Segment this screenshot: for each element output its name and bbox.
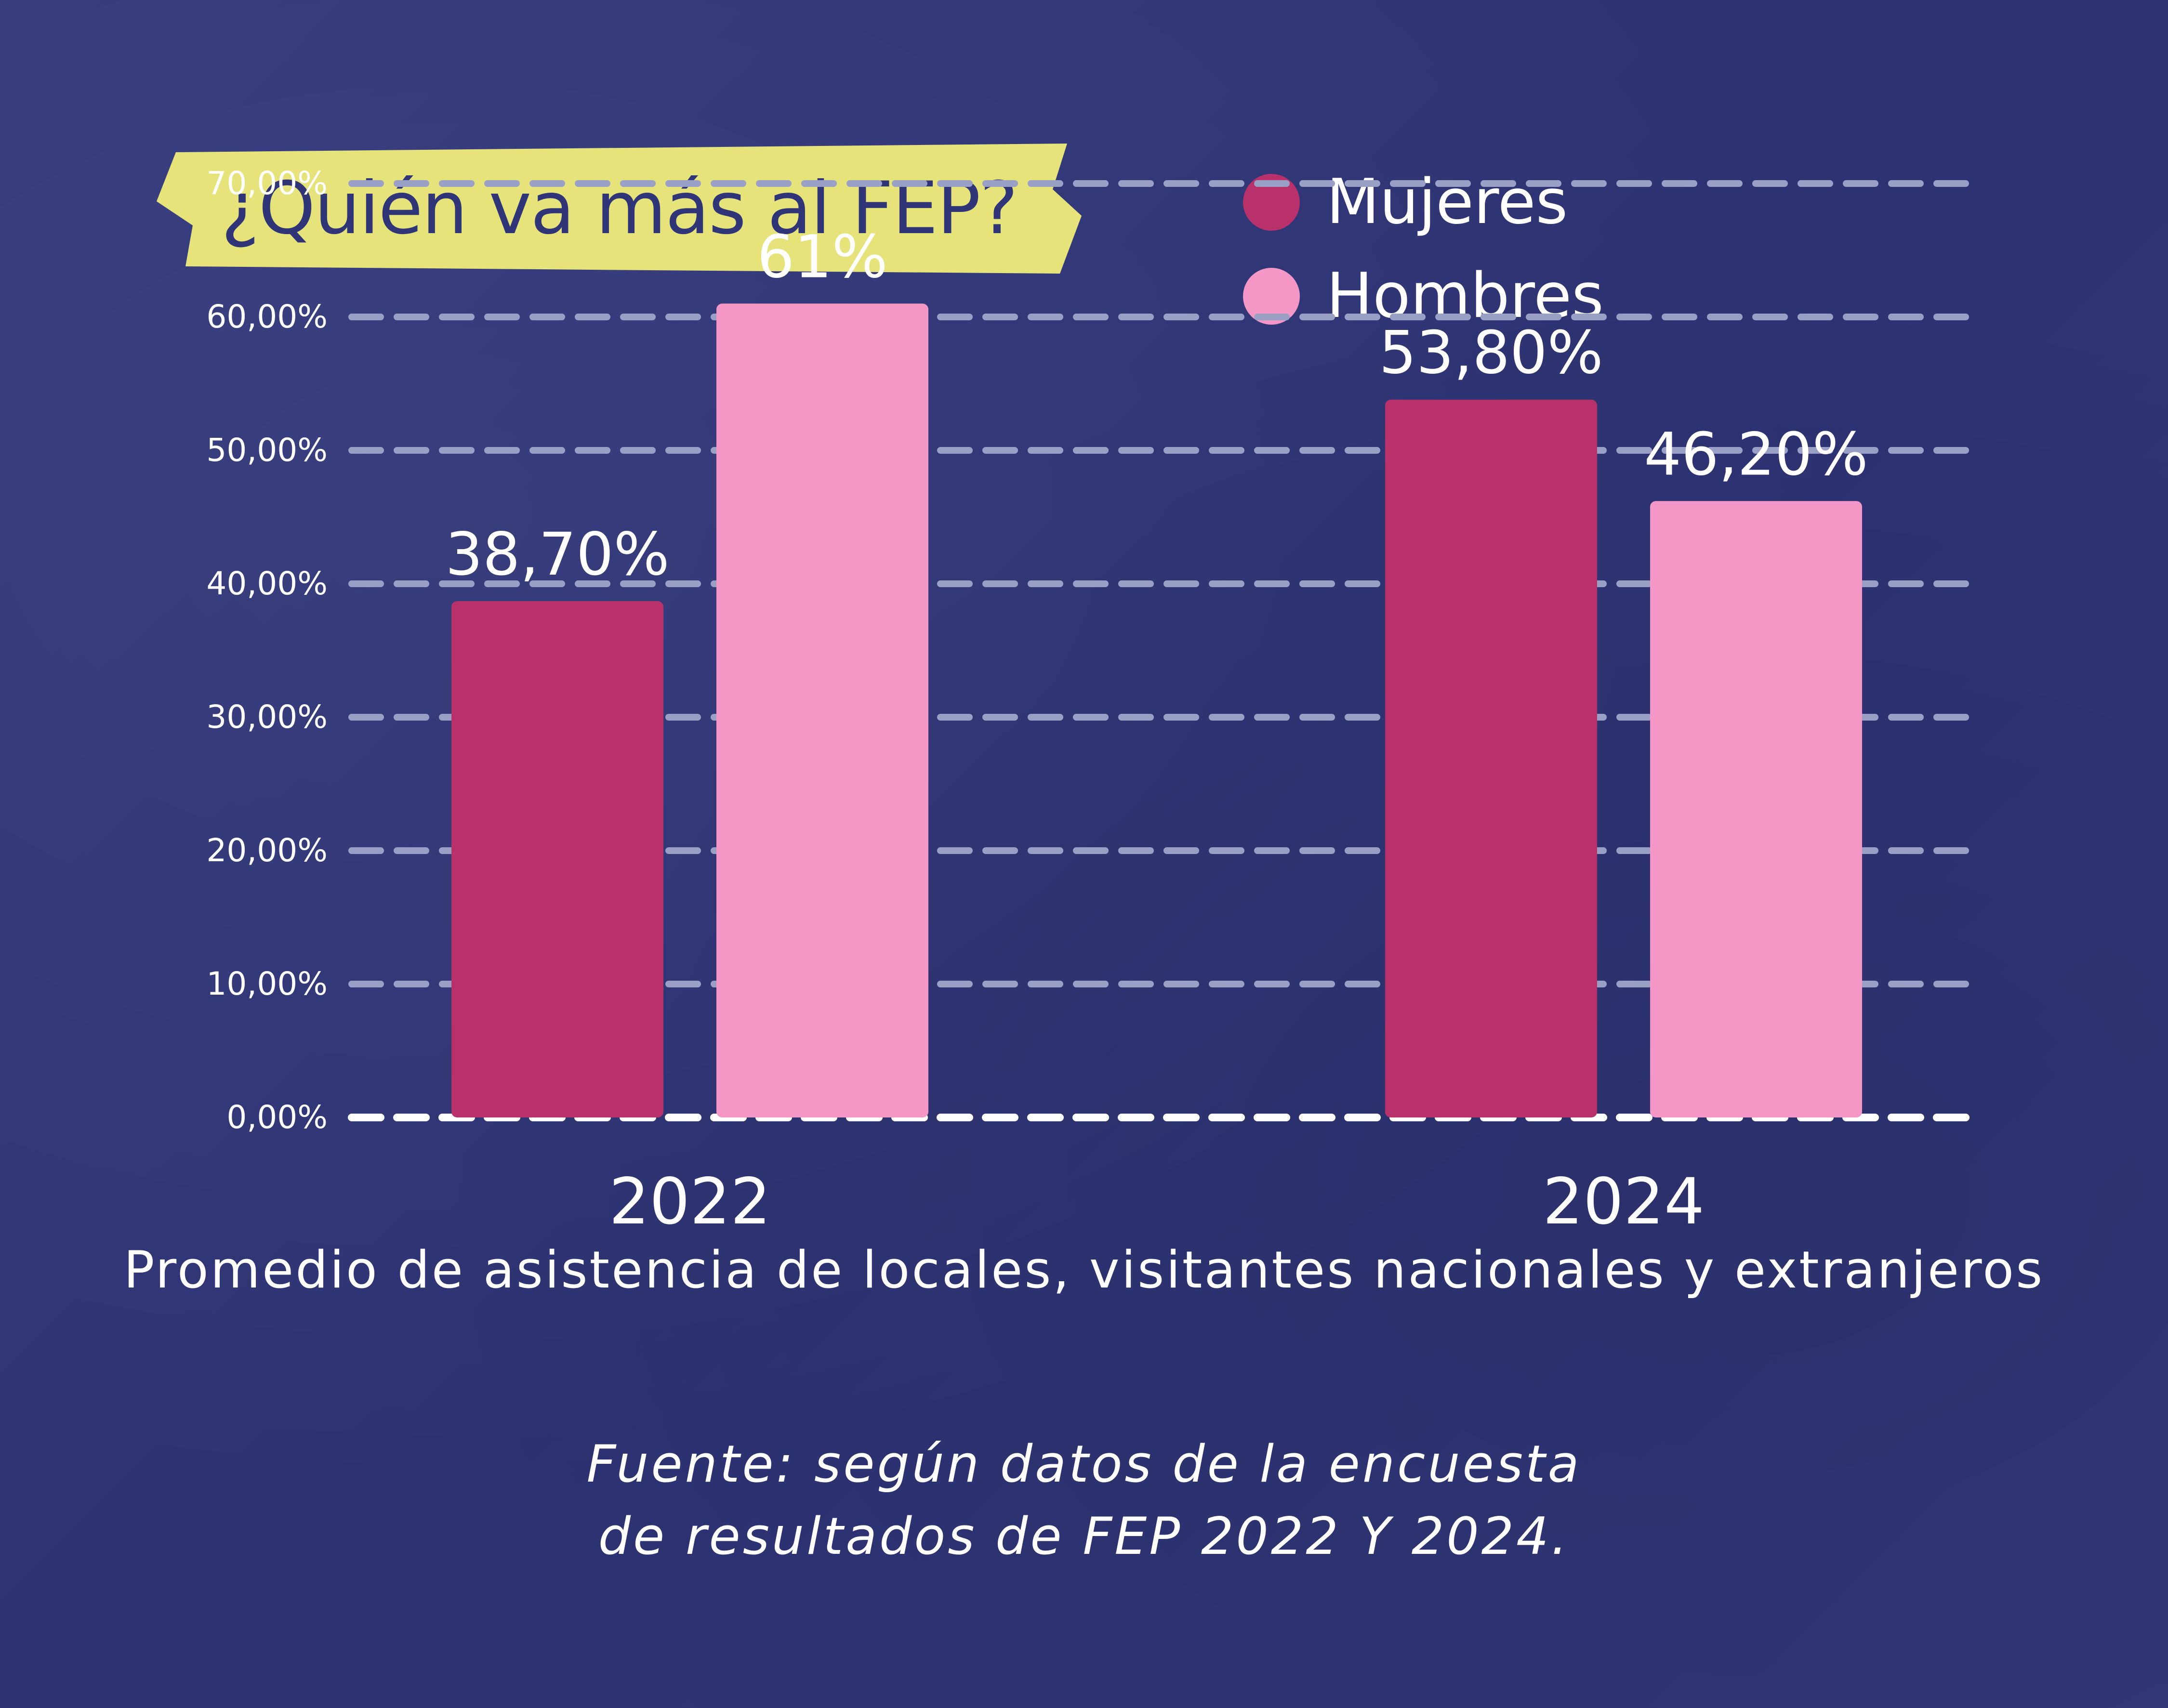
y-tick-label: 60,00% [206, 298, 328, 335]
y-tick-label: 30,00% [206, 698, 328, 736]
y-tick-label: 40,00% [206, 565, 328, 602]
bar-hombres-2022 [716, 303, 928, 1117]
y-tick-label: 50,00% [206, 432, 328, 469]
y-tick-label: 10,00% [206, 965, 328, 1002]
x-tick-label: 2022 [609, 1165, 771, 1239]
x-tick-label: 2024 [1543, 1165, 1705, 1239]
data-label: 46,20% [1644, 420, 1868, 488]
bar-hombres-2024 [1650, 501, 1862, 1117]
source-line-1: Fuente: según datos de la encuesta [586, 1434, 1582, 1494]
data-label: 53,80% [1379, 319, 1603, 387]
bar-mujeres-2024 [1385, 399, 1597, 1117]
x-axis-label: Promedio de asistencia de locales, visit… [123, 1240, 2045, 1300]
data-label: 61% [757, 223, 887, 291]
chart-title-banner: ¿Quién va más al FEP? [157, 144, 1082, 274]
y-tick-label: 0,00% [226, 1099, 328, 1136]
legend-label-mujeres: Mujeres [1326, 166, 1568, 238]
data-label: 38,70% [445, 520, 669, 589]
y-tick-label: 20,00% [206, 832, 328, 869]
source-line-2: de resultados de FEP 2022 Y 2024. [598, 1507, 1570, 1566]
title-banner-shape [157, 144, 1082, 274]
bar-mujeres-2022 [451, 601, 663, 1117]
y-tick-label: 70,00% [206, 165, 328, 202]
legend-item-mujeres: Mujeres [1243, 166, 1568, 238]
source-note: Fuente: según datos de la encuesta de re… [0, 1428, 2168, 1573]
